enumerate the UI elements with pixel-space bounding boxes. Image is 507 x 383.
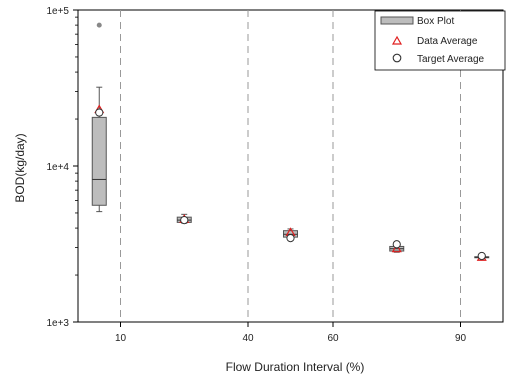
legend-data-average-label: Data Average [417, 36, 478, 47]
legend-box-label: Box Plot [417, 16, 454, 27]
data-average-marker [391, 243, 402, 253]
target-average-marker [286, 234, 295, 243]
legend-target-average-label: Target Average [417, 54, 485, 65]
legend-target-average-marker [392, 53, 402, 63]
box-outlier [96, 22, 102, 28]
legend: Box Plot Data Average Target Average [374, 10, 506, 71]
legend-data-average-marker [391, 35, 403, 45]
target-average-marker [392, 240, 401, 249]
target-average-marker [180, 215, 189, 225]
x-tick-label: 40 [242, 333, 254, 344]
target-average-marker [95, 108, 104, 117]
y-axis-label: BOD(kg/day) [13, 133, 27, 202]
box-body [91, 116, 107, 206]
target-average-marker [477, 251, 486, 261]
average-markers [94, 104, 487, 261]
x-axis-ticks: 10 40 60 90 [115, 322, 467, 344]
x-tick-label: 90 [455, 333, 467, 344]
y-tick-label: 1e+5 [46, 6, 69, 17]
x-axis-label: Flow Duration Interval (%) [226, 360, 365, 374]
legend-box-swatch [380, 16, 414, 25]
y-tick-label: 1e+3 [46, 318, 69, 329]
x-tick-label: 60 [327, 333, 339, 344]
x-tick-label: 10 [115, 333, 127, 344]
y-tick-label: 1e+4 [46, 162, 69, 173]
y-axis-ticks: 1e+3 1e+4 1e+5 [46, 6, 78, 329]
